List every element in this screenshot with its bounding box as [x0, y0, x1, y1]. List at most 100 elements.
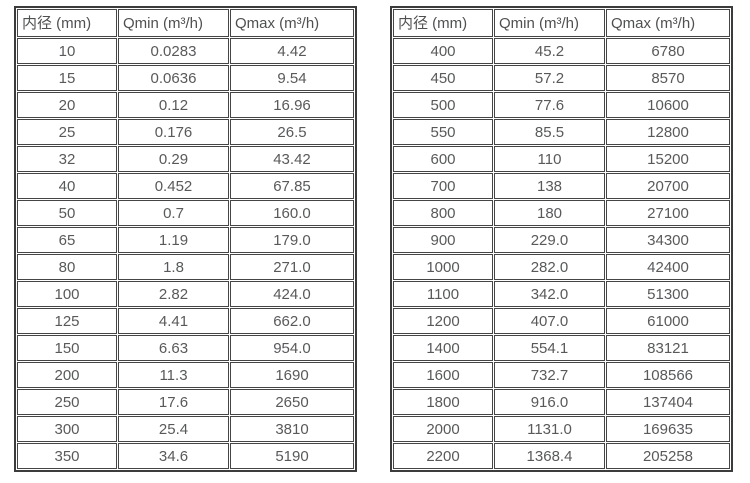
diameter-cell: 450 — [393, 65, 493, 91]
diameter-cell: 700 — [393, 173, 493, 199]
diameter-cell: 80 — [17, 254, 117, 280]
col-header-qmin: Qmin (m³/h) — [118, 9, 229, 37]
diameter-cell: 1800 — [393, 389, 493, 415]
qmax-cell: 26.5 — [230, 119, 354, 145]
qmin-cell: 229.0 — [494, 227, 605, 253]
diameter-cell: 50 — [17, 200, 117, 226]
flow-spec-table-small-diameters: 内径 (mm) Qmin (m³/h) Qmax (m³/h) 10 0.0283… — [14, 6, 357, 472]
header-row: 内径 (mm) Qmin (m³/h) Qmax (m³/h) — [393, 9, 730, 37]
qmax-cell: 424.0 — [230, 281, 354, 307]
table-row: 1000 282.0 42400 — [393, 254, 730, 280]
diameter-cell: 32 — [17, 146, 117, 172]
qmin-cell: 1131.0 — [494, 416, 605, 442]
table-row: 550 85.5 12800 — [393, 119, 730, 145]
qmin-cell: 45.2 — [494, 38, 605, 64]
diameter-cell: 15 — [17, 65, 117, 91]
table-body-right: 400 45.2 6780 450 57.2 8570 500 77.6 10600 550 85.… — [393, 38, 730, 469]
qmin-cell: 732.7 — [494, 362, 605, 388]
qmin-cell: 0.0283 — [118, 38, 229, 64]
diameter-cell: 300 — [17, 416, 117, 442]
diameter-cell: 250 — [17, 389, 117, 415]
qmax-cell: 4.42 — [230, 38, 354, 64]
diameter-cell: 100 — [17, 281, 117, 307]
qmax-cell: 662.0 — [230, 308, 354, 334]
qmin-cell: 916.0 — [494, 389, 605, 415]
qmax-cell: 954.0 — [230, 335, 354, 361]
qmin-cell: 34.6 — [118, 443, 229, 469]
table-row: 900 229.0 34300 — [393, 227, 730, 253]
table-row: 50 0.7 160.0 — [17, 200, 354, 226]
table-body-left: 10 0.0283 4.42 15 0.0636 9.54 20 0.12 16.96 25 0.1… — [17, 38, 354, 469]
diameter-cell: 350 — [17, 443, 117, 469]
qmin-cell: 0.29 — [118, 146, 229, 172]
qmin-cell: 407.0 — [494, 308, 605, 334]
qmax-cell: 42400 — [606, 254, 730, 280]
diameter-cell: 900 — [393, 227, 493, 253]
qmax-cell: 179.0 — [230, 227, 354, 253]
diameter-cell: 2000 — [393, 416, 493, 442]
qmax-cell: 43.42 — [230, 146, 354, 172]
diameter-cell: 2200 — [393, 443, 493, 469]
qmax-cell: 1690 — [230, 362, 354, 388]
table-row: 800 180 27100 — [393, 200, 730, 226]
qmax-cell: 9.54 — [230, 65, 354, 91]
qmin-cell: 77.6 — [494, 92, 605, 118]
qmin-cell: 0.176 — [118, 119, 229, 145]
diameter-cell: 10 — [17, 38, 117, 64]
table-row: 80 1.8 271.0 — [17, 254, 354, 280]
qmin-cell: 342.0 — [494, 281, 605, 307]
qmin-cell: 1368.4 — [494, 443, 605, 469]
table-row: 450 57.2 8570 — [393, 65, 730, 91]
qmin-cell: 0.12 — [118, 92, 229, 118]
table-row: 10 0.0283 4.42 — [17, 38, 354, 64]
col-header-qmin: Qmin (m³/h) — [494, 9, 605, 37]
diameter-cell: 1100 — [393, 281, 493, 307]
table-row: 350 34.6 5190 — [17, 443, 354, 469]
diameter-cell: 25 — [17, 119, 117, 145]
qmax-cell: 6780 — [606, 38, 730, 64]
diameter-cell: 65 — [17, 227, 117, 253]
diameter-cell: 400 — [393, 38, 493, 64]
table-row: 1400 554.1 83121 — [393, 335, 730, 361]
diameter-cell: 500 — [393, 92, 493, 118]
qmin-cell: 110 — [494, 146, 605, 172]
qmax-cell: 27100 — [606, 200, 730, 226]
table-row: 1200 407.0 61000 — [393, 308, 730, 334]
table-row: 20 0.12 16.96 — [17, 92, 354, 118]
qmin-cell: 11.3 — [118, 362, 229, 388]
qmax-cell: 20700 — [606, 173, 730, 199]
col-header-qmax: Qmax (m³/h) — [230, 9, 354, 37]
qmax-cell: 15200 — [606, 146, 730, 172]
diameter-cell: 40 — [17, 173, 117, 199]
table-row: 200 11.3 1690 — [17, 362, 354, 388]
qmin-cell: 4.41 — [118, 308, 229, 334]
table-row: 125 4.41 662.0 — [17, 308, 354, 334]
qmin-cell: 138 — [494, 173, 605, 199]
qmax-cell: 8570 — [606, 65, 730, 91]
diameter-cell: 125 — [17, 308, 117, 334]
qmin-cell: 0.7 — [118, 200, 229, 226]
diameter-cell: 1000 — [393, 254, 493, 280]
table-row: 100 2.82 424.0 — [17, 281, 354, 307]
diameter-cell: 1200 — [393, 308, 493, 334]
col-header-diameter: 内径 (mm) — [393, 9, 493, 37]
qmin-cell: 282.0 — [494, 254, 605, 280]
qmax-cell: 67.85 — [230, 173, 354, 199]
qmin-cell: 0.452 — [118, 173, 229, 199]
diameter-cell: 200 — [17, 362, 117, 388]
qmax-cell: 5190 — [230, 443, 354, 469]
qmax-cell: 51300 — [606, 281, 730, 307]
qmax-cell: 205258 — [606, 443, 730, 469]
qmin-cell: 180 — [494, 200, 605, 226]
table-row: 250 17.6 2650 — [17, 389, 354, 415]
table-row: 2200 1368.4 205258 — [393, 443, 730, 469]
diameter-cell: 20 — [17, 92, 117, 118]
table-row: 300 25.4 3810 — [17, 416, 354, 442]
qmax-cell: 10600 — [606, 92, 730, 118]
table-row: 500 77.6 10600 — [393, 92, 730, 118]
qmin-cell: 25.4 — [118, 416, 229, 442]
table-row: 1600 732.7 108566 — [393, 362, 730, 388]
diameter-cell: 800 — [393, 200, 493, 226]
qmin-cell: 57.2 — [494, 65, 605, 91]
table-row: 1800 916.0 137404 — [393, 389, 730, 415]
